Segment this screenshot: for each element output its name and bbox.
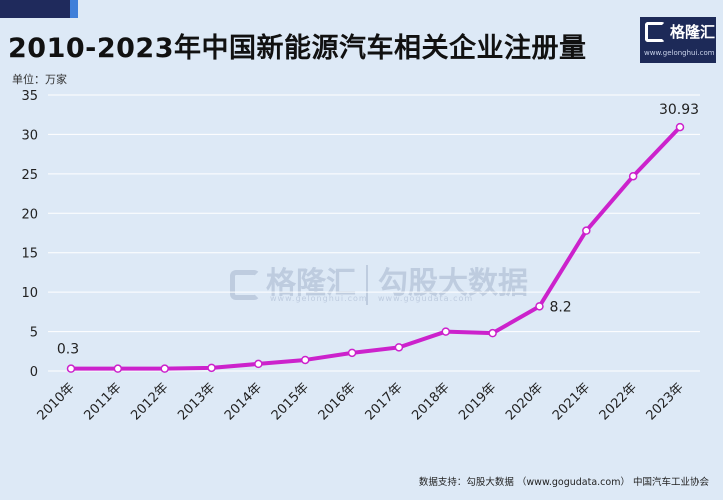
x-tick-label: 2018年 [409,380,452,423]
watermark-brand-url: www.gelonghui.com [270,294,368,303]
x-tick-label: 2010年 [35,380,78,423]
y-tick-label: 5 [30,326,38,341]
data-point [254,359,263,369]
data-label: 0.3 [57,342,79,358]
top-accent-bar [0,0,78,18]
brand-url: www.gelonghui.com [644,49,715,57]
watermark-partner-url: www.gogudata.com [378,294,474,303]
y-tick-label: 15 [21,247,38,262]
x-tick-label: 2011年 [81,380,124,423]
x-tick-label: 2022年 [597,380,640,423]
data-point [207,363,216,373]
x-tick-label: 2023年 [644,380,687,423]
x-tick-label: 2020年 [503,380,546,423]
data-point [535,302,544,311]
y-tick-label: 25 [21,168,38,183]
data-point [347,348,357,358]
y-tick-label: 0 [30,365,38,380]
x-tick-label: 2017年 [363,380,406,423]
x-tick-label: 2016年 [316,380,359,423]
series-line [69,125,682,371]
data-point [488,328,497,338]
data-point [66,364,76,373]
brand-logo: 格隆汇 www.gelonghui.com [640,17,716,63]
data-point [300,355,310,365]
data-label: 8.2 [549,299,571,315]
data-point [394,343,404,352]
watermark: 格隆汇 勾股大数据 www.gelonghui.com www.gogudata.… [230,258,528,305]
data-label: 30.93 [659,102,699,118]
unit-label: 单位：万家 [12,73,67,86]
x-tick-label: 2015年 [269,380,312,423]
watermark-partner: 勾股大数据 [378,266,528,301]
data-point [582,226,591,235]
data-point [628,171,638,181]
watermark-g-icon [230,269,260,300]
x-tick-label: 2014年 [222,380,265,423]
x-tick-label: 2019年 [456,380,499,423]
brand-g-icon [645,22,665,42]
x-tick-label: 2012年 [128,380,171,423]
data-point [113,364,123,373]
y-tick-label: 20 [21,207,38,222]
data-point [160,364,169,373]
page-title: 2010-2023年中国新能源汽车相关企业注册量 [8,33,587,64]
watermark-brand: 格隆汇 [266,266,356,301]
data-source: 数据支持：勾股大数据 （www.gogudata.com） 中国汽车工业协会 [418,477,709,488]
x-tick-label: 2013年 [175,380,218,423]
watermark-separator [366,264,368,305]
x-tick-label: 2021年 [550,380,593,423]
data-point [675,122,685,132]
top-accent-mark [70,0,78,18]
y-tick-label: 10 [21,286,38,301]
brand-name: 格隆汇 [670,23,716,41]
data-point [441,327,451,336]
y-tick-label: 35 [21,89,38,104]
y-tick-label: 30 [21,128,38,143]
